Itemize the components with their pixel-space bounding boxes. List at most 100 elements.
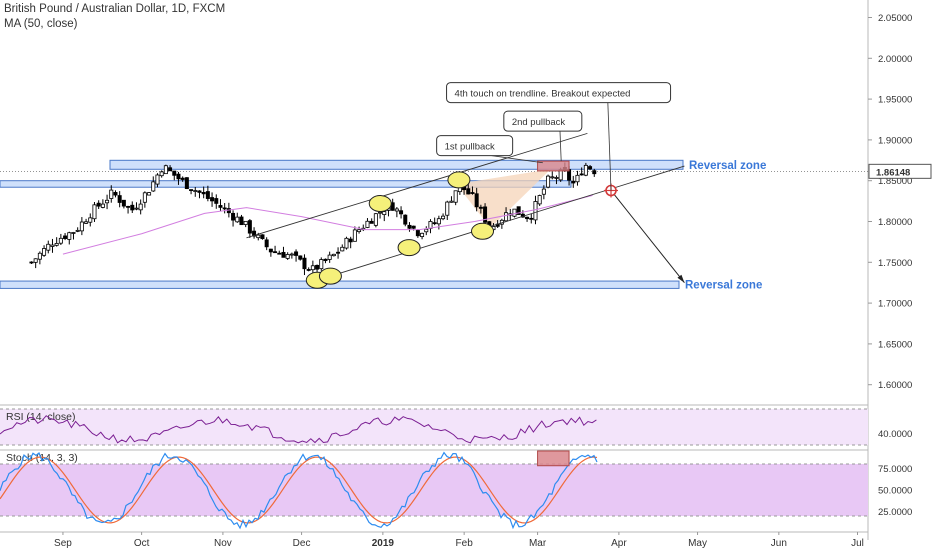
candle-body	[252, 230, 257, 237]
candle-body	[79, 221, 84, 232]
candle-body	[571, 180, 576, 184]
price-tick-label: 2.00000	[878, 54, 912, 65]
candle-body	[403, 214, 408, 225]
last-price-badge	[868, 163, 932, 179]
candle-body	[592, 170, 597, 175]
price-tick-label: 1.80000	[878, 217, 912, 228]
candle-body	[382, 211, 387, 216]
time-tick-label: Jun	[771, 538, 787, 549]
stoch-tick-label: 25.0000	[878, 507, 912, 518]
candle-body	[92, 204, 97, 220]
candle-body	[411, 225, 416, 229]
callout-box	[436, 135, 514, 157]
stoch-d-line	[0, 456, 598, 524]
candle-body	[84, 221, 89, 224]
time-tick-label: Oct	[134, 538, 150, 549]
candle-body	[58, 237, 63, 244]
candle-body	[50, 244, 55, 247]
candle-body	[109, 189, 114, 199]
candle-body	[54, 243, 59, 246]
time-tick-label: Nov	[214, 538, 232, 549]
candle-body	[541, 188, 546, 195]
candle-body	[302, 257, 307, 270]
reversal-zone-label: Reversal zone	[685, 280, 762, 292]
trendline-touch-marker	[368, 195, 392, 213]
candle-body	[516, 206, 521, 215]
candle-body	[348, 238, 353, 243]
candle-body	[407, 224, 412, 229]
candle-body	[201, 192, 206, 195]
candle-body	[75, 229, 80, 232]
candle-body	[550, 176, 555, 179]
candle-body	[441, 215, 446, 220]
candle-body	[483, 206, 488, 223]
candle-body	[260, 234, 265, 240]
price-tick-label: 1.95000	[878, 95, 912, 106]
channel-trendline	[246, 132, 588, 239]
candle-body	[466, 188, 471, 195]
callout-box	[446, 82, 672, 104]
candle-body	[155, 174, 160, 185]
reversal-zone	[0, 280, 680, 289]
candle-body	[67, 232, 72, 240]
candle-body	[399, 210, 404, 215]
reversal-zone	[0, 180, 572, 188]
candle-body	[121, 199, 126, 207]
forecast-arrow-line	[610, 190, 685, 284]
candle-body	[134, 207, 139, 210]
rsi-line	[0, 415, 597, 444]
price-tick-label: 1.85000	[878, 176, 912, 187]
rsi-band	[0, 409, 868, 445]
ma-indicator-label: MA (50, close)	[4, 18, 78, 30]
price-tick-label: 1.70000	[878, 299, 912, 310]
candle-body	[189, 189, 194, 191]
trendline-touch-marker	[397, 239, 421, 257]
time-tick-label: Mar	[529, 538, 547, 549]
candle-body	[231, 212, 236, 221]
candle-body	[63, 235, 68, 239]
candle-body	[294, 251, 299, 256]
candle-body	[180, 177, 185, 180]
candle-body	[176, 173, 181, 180]
candle-body	[142, 192, 147, 203]
candle-body	[420, 232, 425, 237]
candle-body	[117, 195, 122, 203]
price-tick-label: 1.65000	[878, 339, 912, 350]
candle-body	[235, 216, 240, 223]
stoch-highlight-box	[537, 450, 570, 467]
candle-body	[340, 246, 345, 252]
price-tick-label: 2.05000	[878, 13, 912, 24]
candle-body	[205, 191, 210, 199]
callout-pointer	[607, 102, 612, 191]
time-tick-label: Feb	[456, 538, 474, 549]
candle-body	[529, 217, 534, 220]
forecast-arrowhead	[677, 274, 685, 283]
candle-body	[352, 229, 357, 242]
rsi-tick-label: 40.0000	[878, 429, 912, 440]
price-tick-label: 1.75000	[878, 258, 912, 269]
candle-body	[163, 165, 168, 175]
ma-50-line	[62, 194, 593, 255]
candle-body	[373, 213, 378, 226]
candle-body	[537, 195, 542, 205]
time-tick-label: Dec	[293, 538, 311, 549]
candle-body	[369, 220, 374, 224]
candle-body	[432, 222, 437, 225]
candle-body	[525, 216, 530, 220]
time-tick-label: May	[688, 538, 707, 549]
candle-body	[504, 212, 509, 222]
callout-box	[503, 110, 583, 132]
candle-body	[315, 264, 320, 270]
candle-body	[449, 200, 454, 203]
stoch-tick-label: 75.0000	[878, 464, 912, 475]
reversal-zone	[109, 159, 684, 170]
reversal-zone-label: Reversal zone	[689, 160, 766, 172]
candle-body	[197, 190, 202, 193]
symbol-title: British Pound / Australian Dollar, 1D, F…	[4, 3, 226, 15]
time-tick-label: Sep	[54, 538, 72, 549]
callout-text: 1st pullback	[445, 142, 495, 153]
candle-body	[512, 208, 517, 217]
candle-body	[281, 251, 286, 258]
candle-body	[390, 202, 395, 211]
